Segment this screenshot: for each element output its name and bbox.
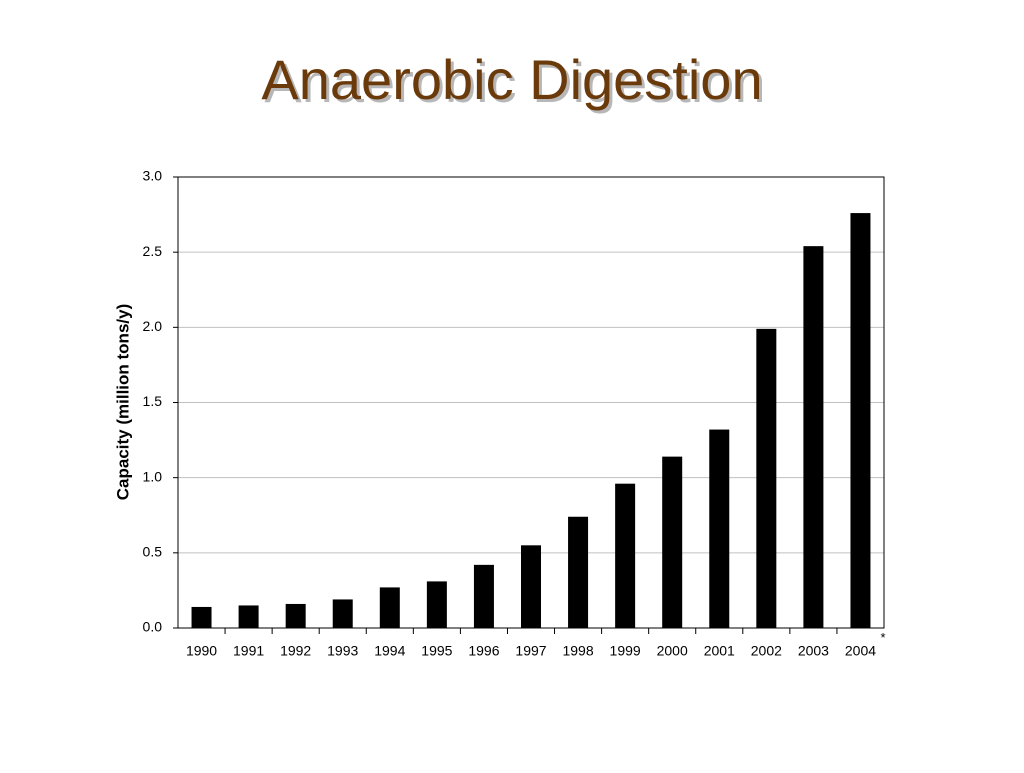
x-tick-label: 1998 bbox=[562, 643, 593, 659]
x-tick-label: 1992 bbox=[280, 643, 311, 659]
x-tick-label: 2001 bbox=[704, 643, 735, 659]
y-tick-label: 0.5 bbox=[143, 544, 163, 560]
y-tick-label: 3.0 bbox=[143, 168, 163, 184]
bar bbox=[426, 581, 447, 628]
y-tick-label: 1.0 bbox=[143, 468, 163, 484]
bar bbox=[379, 587, 400, 628]
x-tick-label: 1997 bbox=[515, 643, 546, 659]
bar bbox=[332, 599, 353, 628]
y-tick-label: 1.5 bbox=[143, 393, 163, 409]
y-tick-label: 0.0 bbox=[143, 619, 163, 635]
x-tick-label: 2002 bbox=[751, 643, 782, 659]
x-tick-label: 1999 bbox=[610, 643, 641, 659]
x-tick-label: 2000 bbox=[657, 643, 688, 659]
bar bbox=[521, 545, 541, 628]
x-tick-label: 1995 bbox=[421, 643, 452, 659]
bar bbox=[709, 429, 730, 628]
bar bbox=[238, 605, 259, 628]
bar bbox=[615, 483, 636, 628]
x-tick-label: 2004 bbox=[845, 643, 876, 659]
annotation: * bbox=[880, 630, 885, 645]
bar bbox=[568, 516, 589, 628]
bar bbox=[803, 246, 824, 629]
x-tick-label: 1991 bbox=[233, 643, 264, 659]
bar bbox=[473, 564, 494, 628]
y-tick-label: 2.5 bbox=[143, 243, 163, 259]
bar bbox=[191, 606, 212, 628]
bar bbox=[285, 603, 306, 628]
x-tick-label: 1994 bbox=[374, 643, 405, 659]
chart-title-shadow: Anaerobic Digestion bbox=[264, 51, 765, 114]
x-tick-label: 1996 bbox=[468, 643, 499, 659]
chart-title: Anaerobic Digestion bbox=[261, 48, 762, 111]
x-tick-label: 1993 bbox=[327, 643, 358, 659]
x-tick-label: 1990 bbox=[186, 643, 217, 659]
y-tick-label: 2.0 bbox=[143, 318, 163, 334]
y-axis-label: Capacity (million tons/y) bbox=[113, 304, 132, 500]
bar bbox=[756, 328, 777, 628]
x-tick-label: 2003 bbox=[798, 643, 829, 659]
bar bbox=[850, 213, 871, 628]
bar bbox=[662, 456, 683, 628]
